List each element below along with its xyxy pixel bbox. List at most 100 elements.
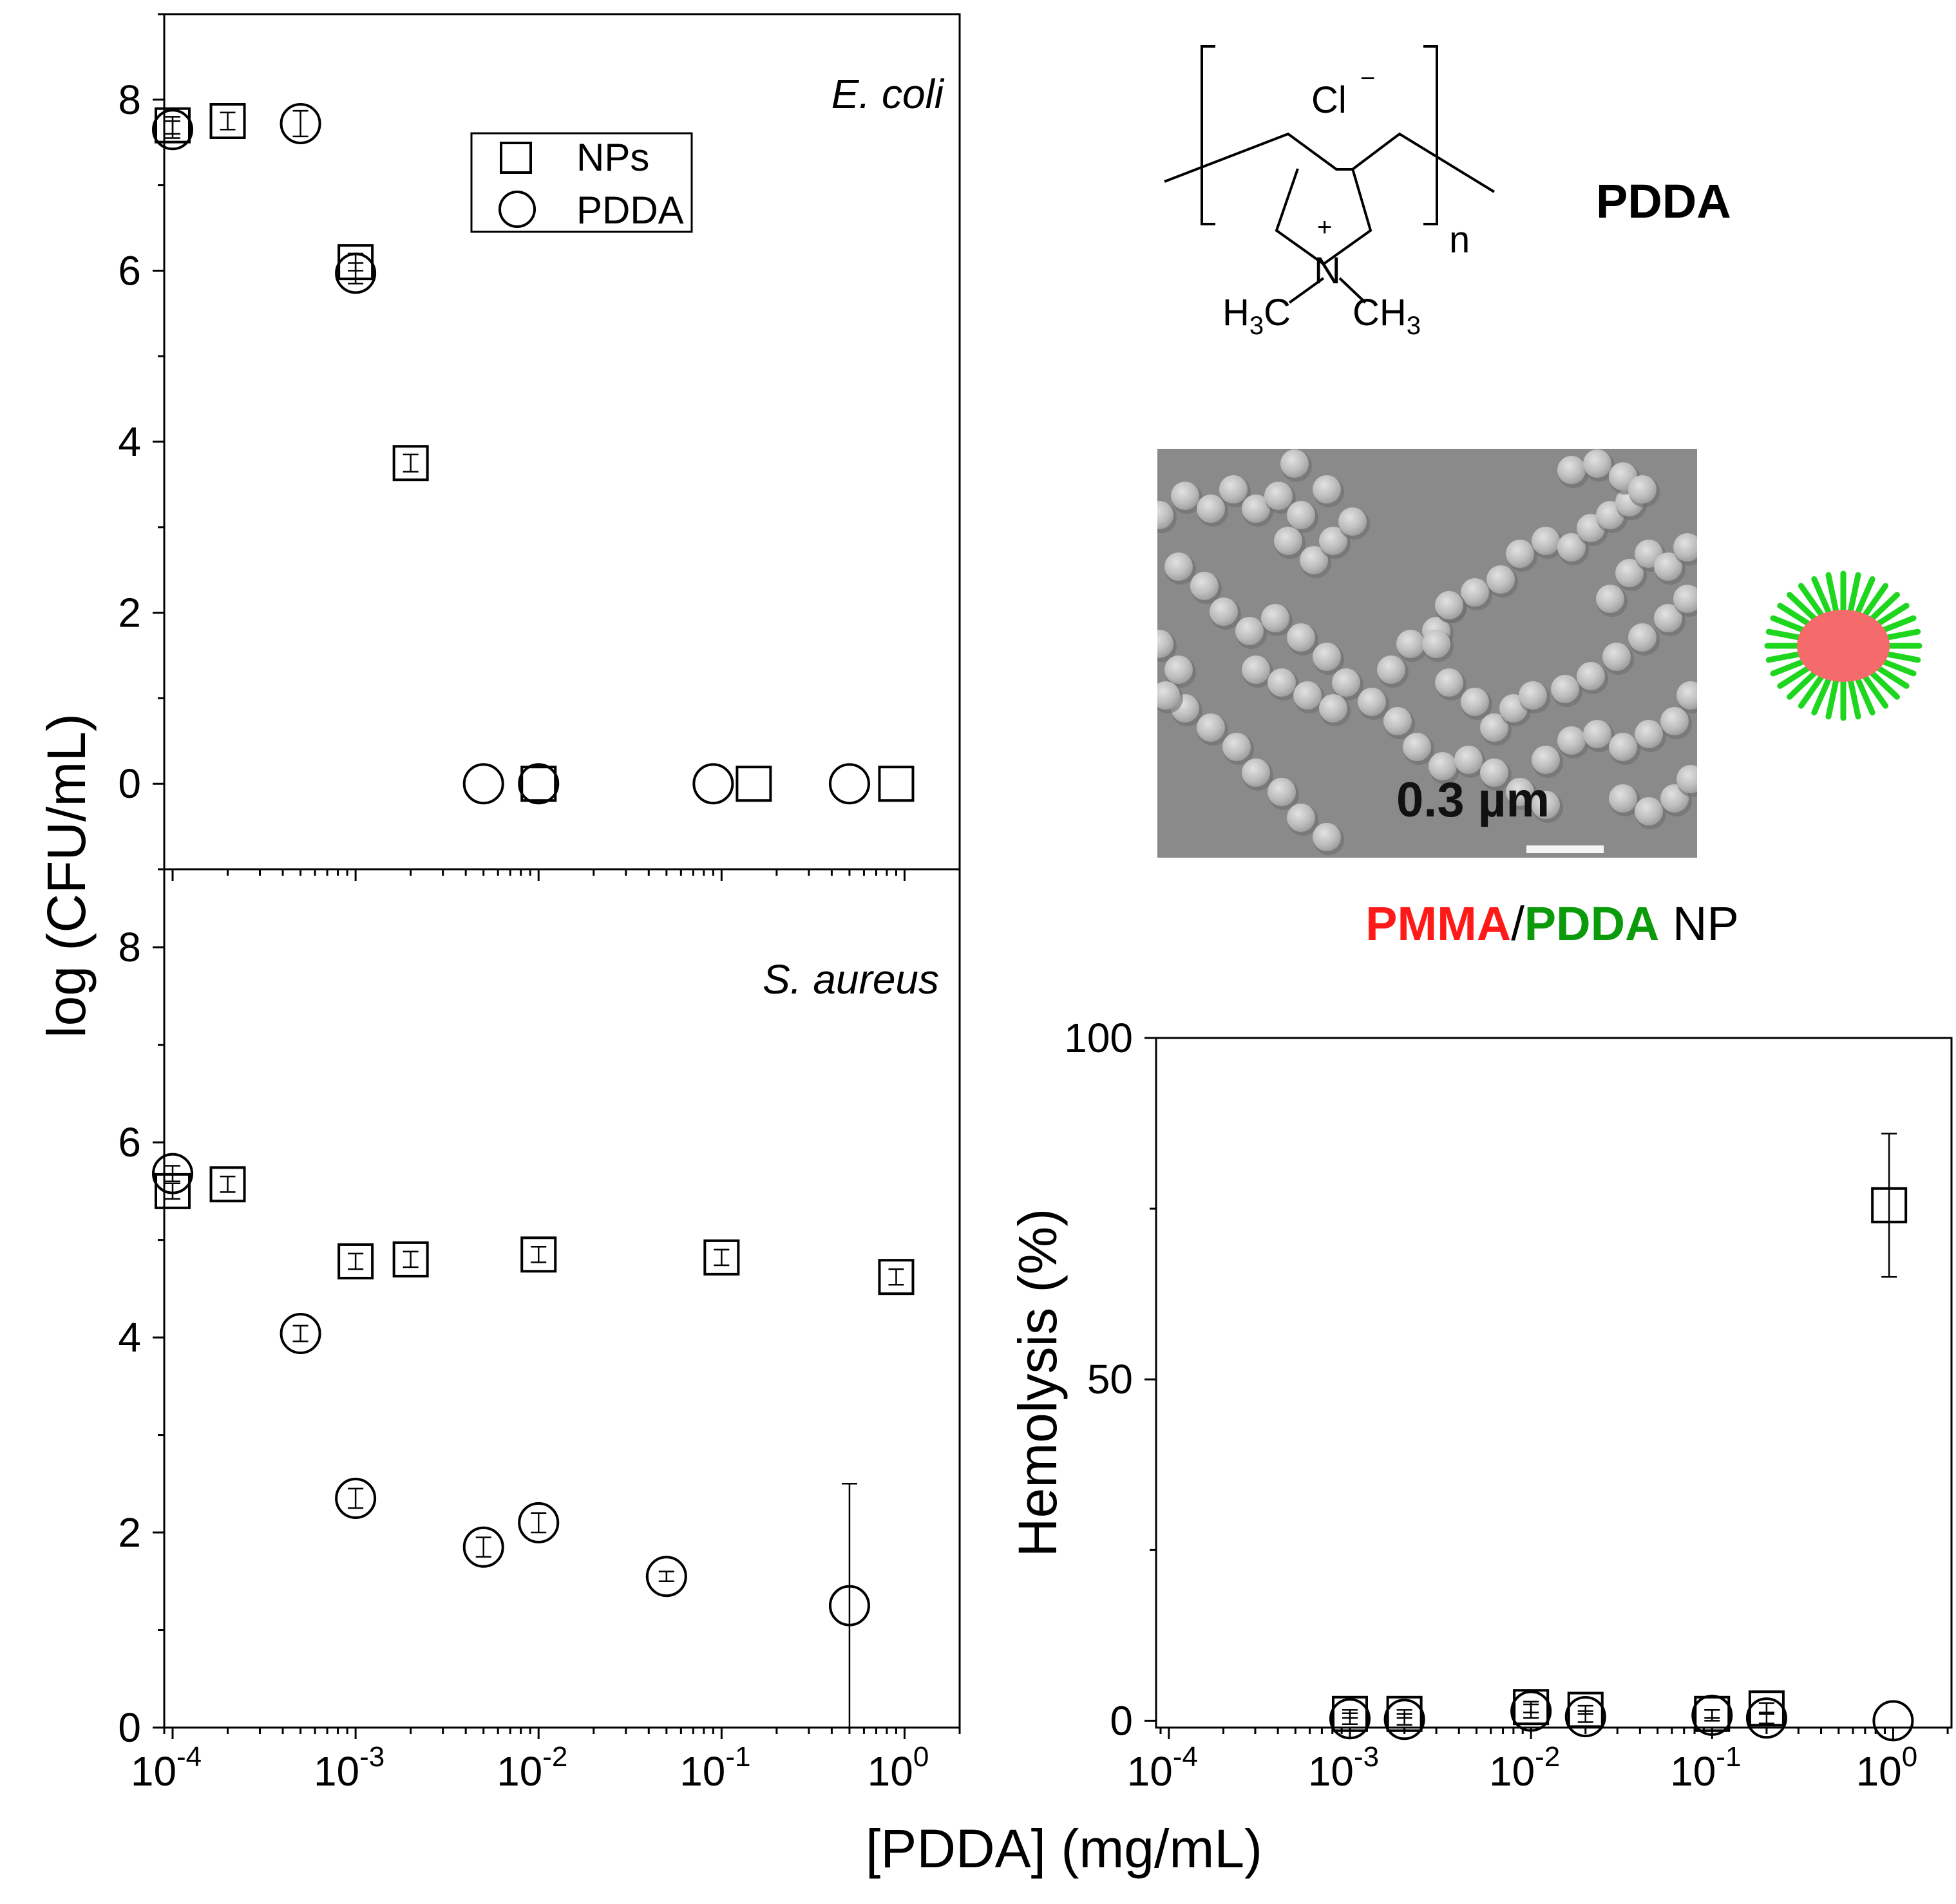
hemolysis-circle-point	[1691, 1694, 1733, 1736]
repeat-unit-n: n	[1449, 219, 1470, 261]
hemolysis-x-tick-label: 10-4	[1127, 1741, 1198, 1795]
saureus-x-tick-label: 10-1	[679, 1741, 750, 1795]
legend-label-pdda: PDDA	[576, 189, 684, 232]
hemolysis-square-point	[1871, 1133, 1908, 1278]
ecoli-y-tick-label: 0	[118, 760, 141, 807]
shared-y-axis-title: log (CFU/mL)	[36, 713, 97, 1038]
saureus-square-point	[703, 1239, 740, 1276]
ecoli-circle-point	[692, 763, 734, 805]
saureus-circle-point	[335, 1478, 377, 1520]
right-bracket	[1423, 45, 1438, 225]
ecoli-circle-point	[462, 763, 504, 805]
saureus-x-tick-label: 10-2	[497, 1741, 567, 1795]
np-schematic	[1764, 570, 1923, 721]
hemolysis-circle-point	[1745, 1697, 1787, 1739]
ecoli-circle-point	[152, 109, 194, 151]
sem-scale-label: 0.3 µm	[1396, 773, 1550, 827]
right-methyl-bond	[1338, 277, 1367, 304]
np-label-pmma: PMMA	[1365, 897, 1511, 950]
legend-square-marker	[500, 142, 532, 174]
hemolysis-x-tick-label: 10-1	[1670, 1741, 1741, 1795]
saureus-x-tick-label: 10-4	[131, 1741, 202, 1795]
pdda-structure-title: PDDA	[1596, 174, 1731, 228]
saureus-y-tick-label: 6	[118, 1119, 141, 1165]
ecoli-y-tick-label: 4	[118, 419, 141, 465]
hemolysis-circle-point	[1383, 1699, 1425, 1740]
saureus-y-tick-label: 2	[118, 1509, 141, 1556]
saureus-circle-point	[280, 1313, 321, 1355]
saureus-circle-point	[518, 1502, 560, 1543]
pdda-structure-labels: Cl − + N n H3C CH3 PDDA	[1222, 64, 1731, 340]
left-methyl-label: H3C	[1222, 292, 1291, 340]
ecoli-circle-point	[518, 763, 560, 805]
hemolysis-plot-frame	[1155, 1037, 1953, 1729]
hemolysis-circle-point	[1564, 1696, 1606, 1738]
saureus-y-tick-label: 8	[118, 924, 141, 970]
pdda-structure	[1164, 45, 1495, 304]
legend: NPs PDDA	[470, 132, 693, 233]
saureus-circle-point	[152, 1153, 194, 1194]
chloride-charge: −	[1360, 64, 1375, 93]
saureus-circle-point	[462, 1526, 504, 1568]
hemolysis-y-tick-label: 50	[1087, 1356, 1133, 1402]
saureus-square-point	[878, 1259, 915, 1296]
saureus-circle-point	[645, 1556, 687, 1598]
hemolysis-circle-point	[1329, 1698, 1371, 1740]
saureus-x-tick-label: 10-3	[314, 1741, 385, 1795]
ecoli-y-tick-label: 2	[118, 590, 141, 636]
saureus-circle-point	[828, 1483, 870, 1729]
saureus-square-point	[209, 1166, 246, 1203]
hemolysis-x-tick-label: 100	[1856, 1741, 1918, 1795]
left-bracket	[1201, 45, 1215, 225]
nitrogen-charge: +	[1317, 213, 1332, 241]
ecoli-y-tick-label: 8	[118, 77, 141, 123]
ecoli-square-point	[520, 766, 557, 802]
saureus-y-tick-label: 4	[118, 1314, 141, 1361]
hemolysis-y-tick-label: 0	[1110, 1697, 1133, 1744]
saureus-x-tick-label: 100	[868, 1741, 929, 1795]
ecoli-circle-point	[280, 102, 321, 144]
hemolysis-x-tick-label: 10-2	[1489, 1741, 1560, 1795]
sem-scale-bar	[1526, 845, 1604, 853]
hemolysis-y-axis-title: Hemolysis (%)	[1007, 1209, 1068, 1557]
sem-particles	[1157, 449, 1697, 855]
np-label-np: NP	[1659, 897, 1738, 950]
ecoli-square-point	[736, 766, 772, 802]
ecoli-circle-point	[335, 252, 377, 294]
hemolysis-circle-point	[1872, 1700, 1914, 1742]
legend-box	[470, 132, 693, 233]
ecoli-chart: 0 2 4 6 8 E. coli	[118, 13, 961, 881]
left-methyl-bond	[1288, 277, 1325, 304]
ecoli-circle-point	[828, 763, 870, 805]
np-core	[1797, 610, 1890, 682]
np-label-slash: /	[1511, 897, 1524, 950]
saureus-square-point	[337, 1243, 374, 1279]
right-methyl-label: CH3	[1353, 292, 1421, 340]
saureus-panel-title: S. aureus	[763, 956, 939, 1003]
hemolysis-x-tick-label: 10-3	[1308, 1741, 1379, 1795]
legend-circle-marker	[498, 191, 536, 228]
ecoli-panel-title: E. coli	[831, 71, 945, 117]
saureus-y-tick-label: 0	[118, 1704, 141, 1751]
hemolysis-y-tick-label: 100	[1064, 1015, 1133, 1061]
saureus-square-point	[392, 1241, 429, 1277]
np-label: PMMA/PDDA NP	[1365, 897, 1739, 950]
ecoli-y-tick-label: 6	[118, 247, 141, 294]
shared-x-axis-title: [PDDA] (mg/mL)	[866, 1818, 1262, 1879]
ecoli-square-point	[878, 766, 915, 802]
np-label-pdda: PDDA	[1524, 897, 1660, 950]
saureus-square-point	[520, 1236, 557, 1273]
pyrrolidine-ring	[1275, 168, 1372, 266]
chloride-label: Cl	[1311, 79, 1347, 121]
saureus-plot-frame	[163, 868, 961, 1729]
sem-micrograph: 0.3 µm	[1157, 449, 1697, 858]
backbone-chain	[1164, 132, 1495, 193]
ecoli-square-point	[209, 103, 246, 139]
nitrogen-label: N	[1314, 250, 1341, 292]
saureus-chart: 0 2 4 6 8 10-4 10-3 10-2 10-1 100 S. aureus	[118, 868, 961, 1795]
legend-label-nps: NPs	[576, 136, 649, 179]
ecoli-square-point	[392, 445, 429, 482]
hemolysis-chart: 0 50 100 10-4 10-3 10-2 10-1 100 Hemolysis (%)	[1007, 1015, 1953, 1795]
hemolysis-circle-point	[1510, 1690, 1552, 1732]
